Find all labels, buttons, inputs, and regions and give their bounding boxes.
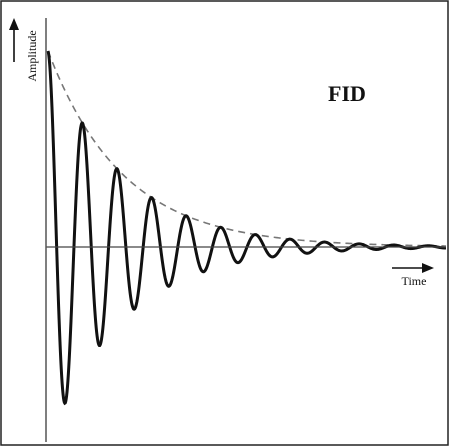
y-axis-label: Amplitude (25, 30, 39, 81)
chart-title: FID (328, 81, 366, 106)
time-arrow-head (422, 263, 434, 273)
amplitude-arrow-head (9, 18, 19, 30)
x-axis-label: Time (402, 274, 427, 288)
decay-envelope-line (47, 50, 447, 247)
